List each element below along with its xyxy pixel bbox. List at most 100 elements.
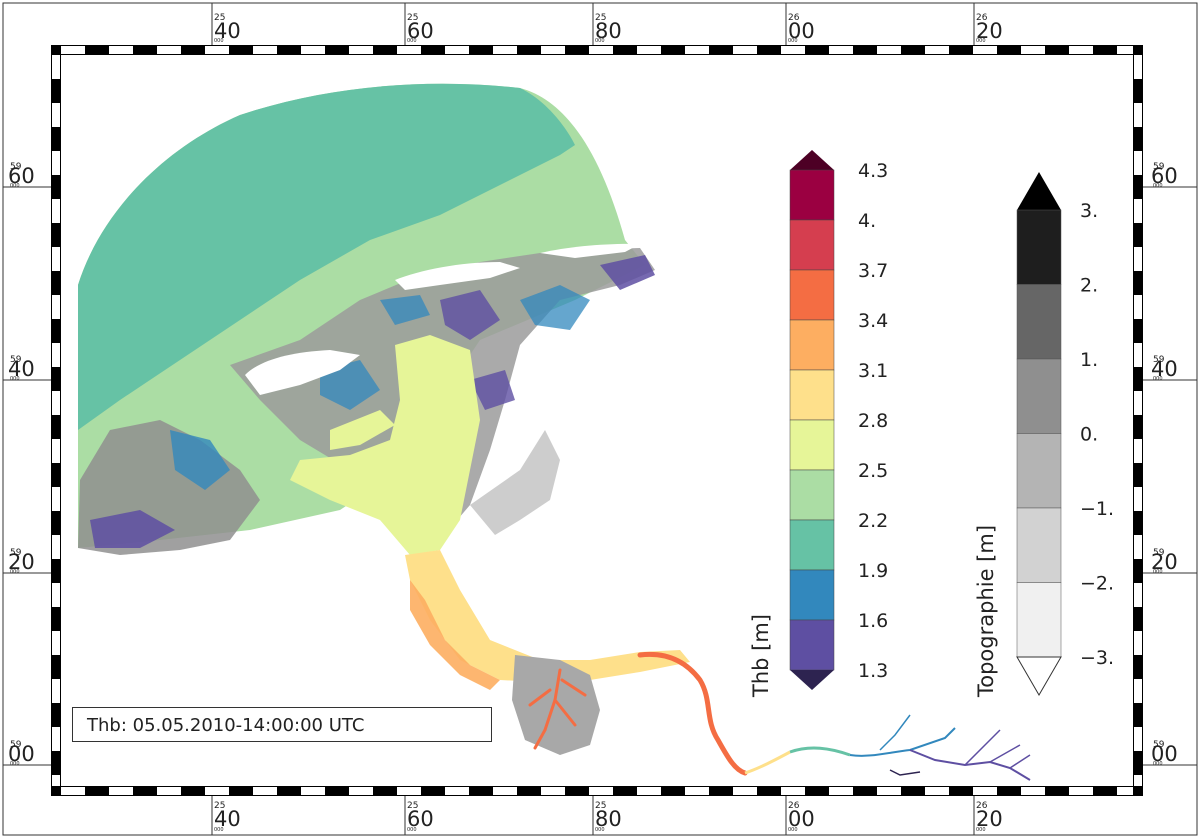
colorbar-thb-label: 2.2 <box>858 510 888 532</box>
map-content <box>78 83 1031 781</box>
y-ticks-right: 59 60 000 59 40 000 59 20 000 59 00 000 <box>1151 162 1178 767</box>
frame-check <box>52 631 60 655</box>
frame-check <box>1069 787 1093 795</box>
colorbar-topo-labels: 3. 2. 1. 0. −1. −2. −3. <box>1080 200 1114 669</box>
river-upstream-green <box>789 746 851 757</box>
frame-check <box>493 46 517 54</box>
y-tick-big: 00 <box>1151 742 1178 766</box>
colorbar-thb-band <box>789 319 835 371</box>
y-tick-big: 60 <box>8 164 35 188</box>
frame-check <box>1134 631 1142 655</box>
colorbar-topo-band <box>1016 507 1062 583</box>
y-tick-small: 59 <box>1153 355 1165 365</box>
colorbar-topo-label: 1. <box>1080 349 1098 371</box>
frame-check <box>541 787 565 795</box>
bay-flats <box>512 655 600 755</box>
frame-check <box>52 103 60 127</box>
colorbar-topo: 3. 2. 1. 0. −1. −2. −3. Topographie [m] <box>974 172 1114 698</box>
frame-check <box>1134 55 1142 79</box>
x-tick-top: 26 00 000 <box>788 13 815 44</box>
frame-check <box>1134 199 1142 223</box>
shallow-patches <box>90 255 655 548</box>
frame-check <box>1117 46 1133 54</box>
x-tick-tiny: 000 <box>788 38 798 44</box>
frame-check <box>205 787 229 795</box>
colorbar-topo-over-arrow <box>1017 172 1061 210</box>
frame-check <box>589 46 613 54</box>
y-tick-right: 59 20 000 <box>1151 548 1178 575</box>
y-tick-right: 59 60 000 <box>1151 162 1178 189</box>
frame-checker-pattern <box>52 46 1142 795</box>
frame-check <box>52 583 60 607</box>
timestamp-label: Thb: 05.05.2010-14:00:00 UTC <box>87 715 365 736</box>
colorbar-topo-label: 0. <box>1080 424 1098 446</box>
colorbar-thb-over-arrow <box>790 150 834 170</box>
frame-check <box>781 787 805 795</box>
x-tick-tiny: 000 <box>595 38 605 44</box>
colorbar-thb: 4.3 4. 3.7 3.4 3.1 2.8 2.5 2.2 1.9 1.6 1.3 Thb [m] <box>749 150 888 698</box>
frame-check <box>52 55 60 79</box>
colorbar-topo-label: −3. <box>1080 647 1114 669</box>
frame-check <box>1134 247 1142 271</box>
frame-check <box>52 343 60 367</box>
colorbar-thb-title: Thb [m] <box>749 614 773 698</box>
frame-check <box>52 535 60 559</box>
frame-check <box>541 46 565 54</box>
x-tick-big: 60 <box>407 19 434 43</box>
sea-region-inner <box>78 83 575 471</box>
y-tick-big: 00 <box>8 742 35 766</box>
y-tick-left: 59 20 000 <box>8 548 35 575</box>
frame-check <box>52 487 60 511</box>
frame-check <box>52 775 60 786</box>
x-tick-bottom: 25 60 000 <box>407 801 434 833</box>
y-tick-small: 59 <box>10 740 22 750</box>
colorbar-topo-label: 2. <box>1080 275 1098 297</box>
x-ticks-top: 25 40 000 25 60 000 25 80 000 26 00 000 … <box>214 13 1003 44</box>
estuary-channel-branch <box>330 410 395 450</box>
frame-check <box>1134 775 1142 786</box>
x-tick-tiny: 000 <box>214 38 224 44</box>
colorbar-thb-label: 4. <box>858 210 876 232</box>
frame-check <box>1134 295 1142 319</box>
x-tick-bottom: 26 20 000 <box>976 801 1003 833</box>
colorbar-thb-label: 1.6 <box>858 610 888 632</box>
x-tick-bottom: 26 00 000 <box>788 801 815 833</box>
colorbar-thb-band <box>789 519 835 571</box>
estuary-channel <box>290 335 480 555</box>
y-tick-tiny: 000 <box>10 376 20 382</box>
frame-check <box>52 151 60 175</box>
x-tick-tiny: 000 <box>407 38 417 44</box>
frame-check <box>877 46 901 54</box>
colorbar-topo-band <box>1016 582 1062 658</box>
bay-channels <box>528 668 587 750</box>
frame-check <box>301 46 325 54</box>
y-tick-big: 40 <box>1151 357 1178 381</box>
y-tick-big: 60 <box>1151 164 1178 188</box>
x-tick-small: 26 <box>788 13 800 23</box>
colorbar-topo-title: Topographie [m] <box>974 525 998 698</box>
x-tick-big: 60 <box>407 807 434 831</box>
x-tick-small: 25 <box>595 801 606 811</box>
colorbar-thb-label: 2.5 <box>858 460 888 482</box>
frame-check <box>301 787 325 795</box>
frame-check <box>52 247 60 271</box>
river-upstream-purple-branch <box>964 729 1031 769</box>
frame-check <box>733 46 757 54</box>
colorbar-thb-band <box>789 619 835 671</box>
colorbar-thb-band <box>789 569 835 621</box>
x-tick-big: 00 <box>788 807 815 831</box>
y-tick-tiny: 000 <box>10 569 20 575</box>
colorbar-thb-label: 1.3 <box>858 660 888 682</box>
frame-check <box>1134 103 1142 127</box>
y-tick-small: 59 <box>1153 740 1165 750</box>
river-fringe <box>410 580 500 690</box>
frame-check <box>445 46 469 54</box>
frame-check <box>829 46 853 54</box>
x-tick-bottom: 25 80 000 <box>595 801 622 833</box>
colorbar-topo-label: 3. <box>1080 200 1098 222</box>
y-tick-tiny: 000 <box>1153 761 1163 767</box>
x-tick-small: 26 <box>976 13 988 23</box>
tidal-flats-light <box>470 430 560 535</box>
river-estuary-lower <box>405 550 690 682</box>
